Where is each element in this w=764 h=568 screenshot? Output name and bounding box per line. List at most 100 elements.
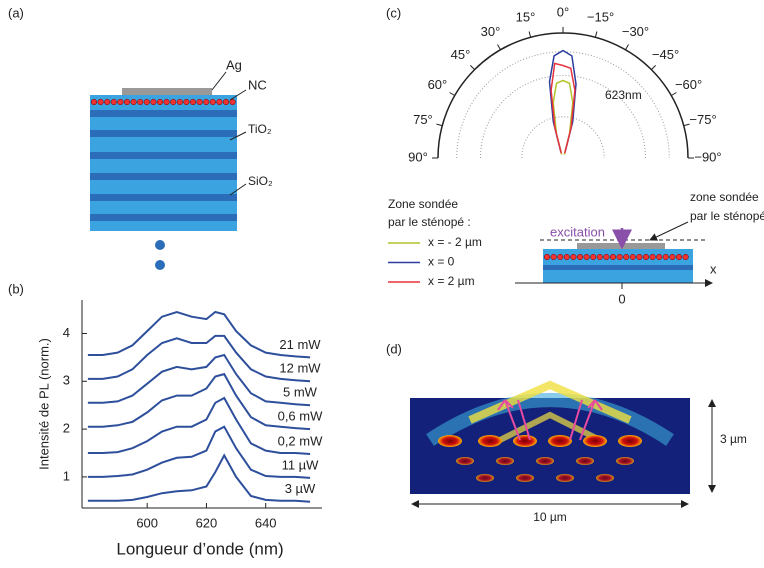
- hot-spot: [456, 457, 474, 465]
- series-label: 11 µW: [282, 457, 320, 472]
- tick: [497, 44, 501, 50]
- series-label: 3 µW: [285, 481, 316, 496]
- theta-tick-label: 90°: [408, 149, 428, 164]
- panel-label: (b): [8, 281, 24, 296]
- legend-title: par le sténopé :: [388, 215, 471, 229]
- theta-tick-label: 60°: [428, 77, 448, 92]
- grid-line: [456, 51, 670, 159]
- spectrum: [87, 334, 311, 383]
- theta-tick-label: −90°: [694, 149, 721, 164]
- tick: [651, 65, 656, 70]
- nanocrystal: [123, 98, 131, 106]
- y-tick-label: 3: [63, 373, 70, 388]
- chart-b: 1 2 3 4 600 620 640 21 mW 12 mW 5 mW 0,6 mW 0,2 mW 1…: [63, 300, 323, 530]
- grid-line: [521, 116, 605, 159]
- x-tick-label: 600: [136, 515, 158, 530]
- x-tick-label: 640: [255, 515, 277, 530]
- spectrum: [87, 310, 311, 359]
- hot-spot: [478, 435, 502, 447]
- nanocrystal: [143, 98, 150, 106]
- grid-line: [480, 75, 646, 159]
- stack-a: [90, 71, 247, 270]
- theta-tick-label: −75°: [689, 112, 716, 127]
- nanocrystal: [656, 253, 663, 261]
- theta-tick-label: −45°: [652, 47, 679, 62]
- nanocrystal: [170, 98, 177, 106]
- nanocrystal: [97, 98, 104, 106]
- legend-label: x = - 2 µm: [428, 235, 482, 249]
- y-tick-label: 1: [63, 468, 70, 483]
- theta-tick-label: 30°: [481, 24, 501, 39]
- tick: [449, 92, 455, 96]
- nanocrystal: [675, 253, 683, 261]
- series-label: 5 mW: [283, 385, 318, 400]
- nanocrystal: [682, 253, 689, 261]
- tick: [671, 92, 677, 96]
- axis-label: x: [710, 261, 717, 276]
- spectrum: [87, 372, 311, 431]
- dimension: 10 µm: [533, 510, 567, 524]
- axis-label: 0: [618, 291, 625, 306]
- nanocrystal: [642, 253, 650, 261]
- legend-label: x = 0: [428, 255, 455, 269]
- annotation: excitation: [550, 224, 605, 239]
- y-tick-label: 2: [63, 421, 70, 436]
- label: TiO₂: [248, 122, 272, 136]
- nanocrystal: [216, 98, 223, 106]
- nanocrystal: [629, 253, 636, 261]
- nanocrystal: [156, 98, 164, 106]
- label: SiO₂: [248, 174, 273, 188]
- hot-spot: [596, 474, 614, 482]
- lobe: [550, 62, 576, 154]
- nanocrystal: [189, 98, 197, 106]
- series-label: 0,6 mW: [278, 409, 324, 424]
- nanocrystal: [117, 98, 124, 106]
- hot-spot: [548, 435, 572, 447]
- chart-c: 90° 75° 60°45° 30° 15° 0° −15° −30°−45° −60° −75°…: [388, 4, 722, 288]
- panel-label: (c): [386, 5, 401, 20]
- legend-title: Zone sondée: [388, 197, 458, 211]
- hot-spot: [438, 435, 462, 447]
- field-map: [410, 380, 716, 508]
- nanocrystal: [203, 98, 210, 106]
- tick: [436, 123, 443, 127]
- lobe: [552, 79, 574, 155]
- x-tick-label: 620: [196, 515, 218, 530]
- spectrum: [87, 453, 311, 503]
- series-label: 12 mW: [279, 361, 321, 376]
- annotation: 623nm: [605, 88, 642, 102]
- hot-spot: [616, 457, 634, 465]
- tick: [470, 65, 475, 70]
- series-label: 0,2 mW: [278, 433, 324, 448]
- nanocrystal: [557, 253, 564, 261]
- x-axis-label: Longueur d’onde (nm): [116, 539, 283, 558]
- hot-spot: [513, 435, 537, 447]
- theta-tick-label: 45°: [451, 47, 471, 62]
- hot-spot: [516, 474, 534, 482]
- hot-spot: [576, 457, 594, 465]
- y-tick-label: 4: [63, 325, 70, 340]
- theta-tick-label: −15°: [587, 9, 614, 24]
- legend-label: x = 2 µm: [428, 274, 475, 288]
- annotation: zone sondée: [690, 190, 759, 204]
- tick: [528, 31, 532, 38]
- nanocrystal: [183, 98, 190, 106]
- panel-label: (a): [8, 5, 24, 20]
- nanocrystal: [90, 98, 98, 106]
- nanocrystal: [104, 98, 111, 106]
- hot-spot: [536, 457, 554, 465]
- nanocrystal: [616, 253, 623, 261]
- theta-tick-label: −60°: [675, 77, 702, 92]
- nanocrystal: [636, 253, 643, 261]
- hot-spot: [618, 435, 642, 447]
- theta-tick-label: 15°: [516, 9, 536, 24]
- theta-tick-label: 75°: [413, 112, 433, 127]
- nanocrystal: [649, 253, 656, 261]
- panel-label: (d): [386, 341, 402, 356]
- nanocrystal: [669, 253, 676, 261]
- theta-tick-label: 0°: [557, 4, 569, 19]
- nanocrystal: [603, 253, 610, 261]
- lobe: [548, 49, 577, 153]
- nanocrystal: [209, 98, 216, 106]
